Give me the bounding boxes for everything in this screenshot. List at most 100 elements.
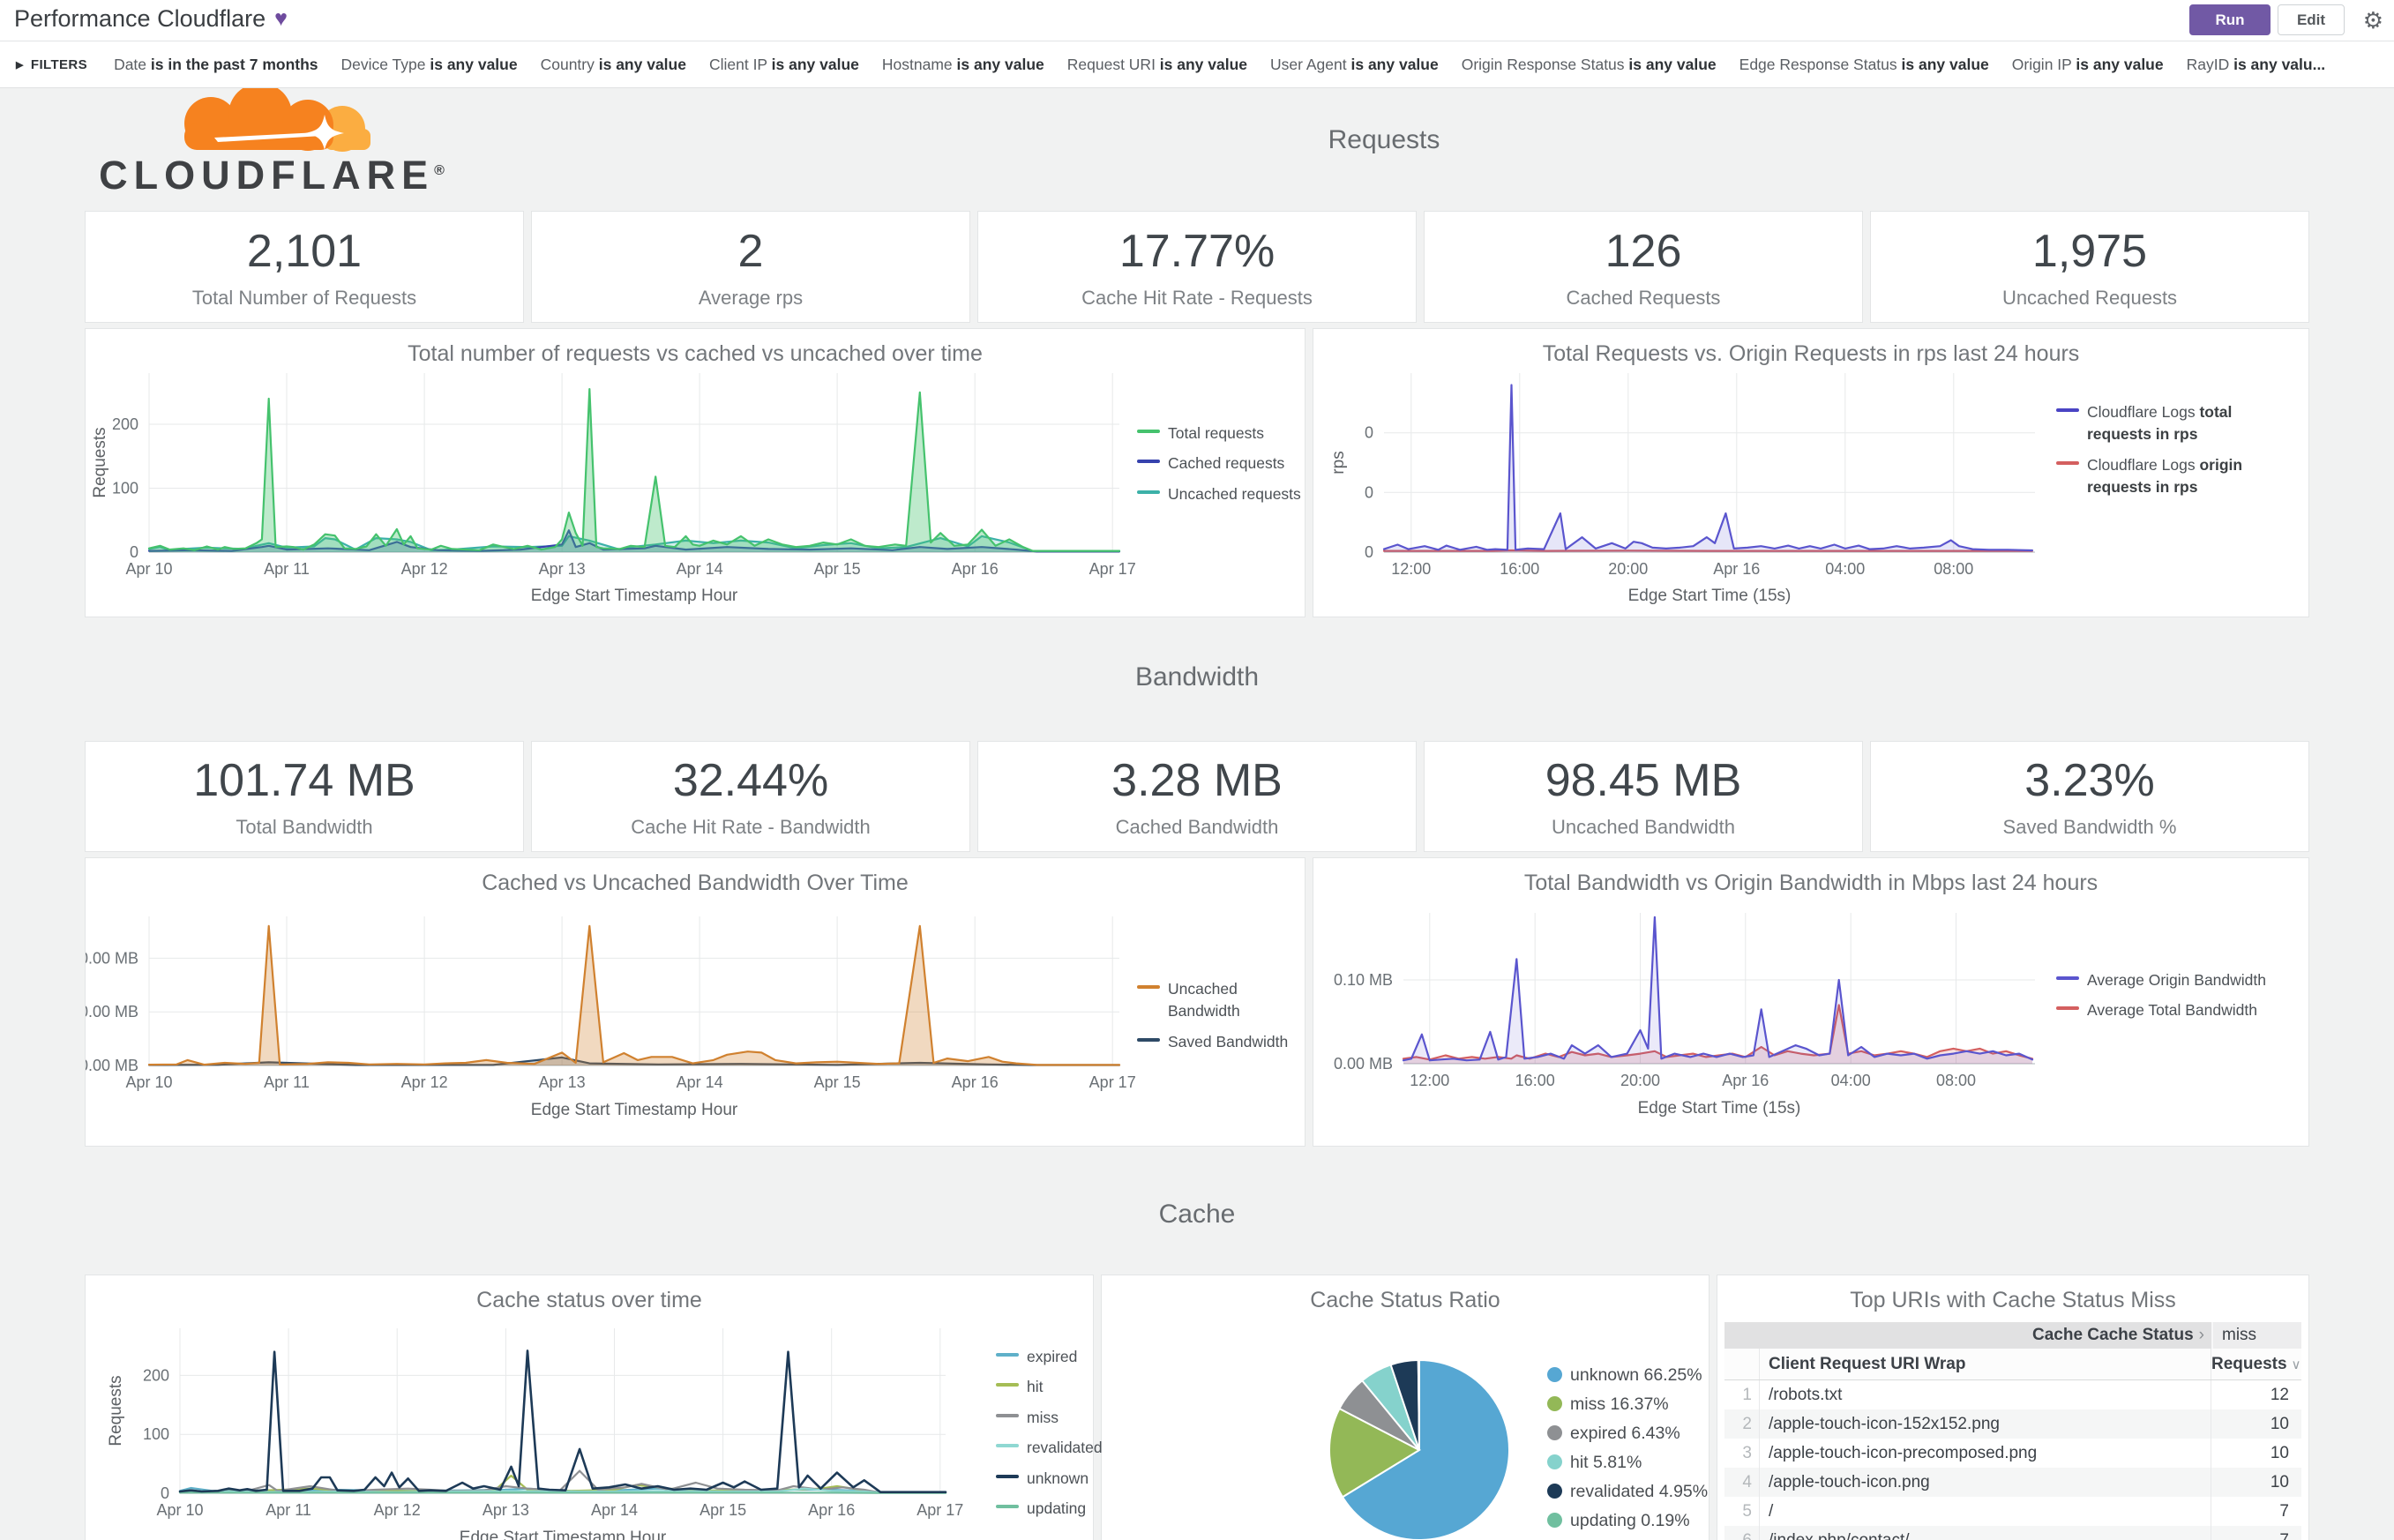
legend-label: Cached requests	[1168, 454, 1285, 473]
kpi-value: 101.74 MB	[193, 755, 415, 806]
series-line-average-total-bandwidth[interactable]	[1402, 1004, 2034, 1061]
pivot-value-miss[interactable]: miss	[2211, 1322, 2301, 1349]
table-row[interactable]: 6/index.php/contact/7	[1724, 1526, 2301, 1540]
gear-icon[interactable]: ⚙	[2362, 7, 2383, 34]
legend-item[interactable]: hit 5.81%	[1547, 1453, 1708, 1473]
filter-item-edge-response-status[interactable]: Edge Response Status is any value	[1739, 55, 1989, 73]
legend-item[interactable]: miss 16.37%	[1547, 1394, 1708, 1415]
filter-item-hostname[interactable]: Hostname is any value	[881, 55, 1044, 73]
legend-dot-icon	[1547, 1454, 1562, 1469]
svg-text:16:00: 16:00	[1515, 1072, 1555, 1089]
legend-swatch-icon	[2056, 1006, 2079, 1011]
series-line-saved-bandwidth[interactable]	[147, 1056, 1121, 1066]
row-uri[interactable]: /apple-touch-icon-152x152.png	[1760, 1409, 2211, 1439]
row-uri[interactable]: /apple-touch-icon.png	[1760, 1468, 2211, 1497]
svg-text:Apr 12: Apr 12	[374, 1501, 421, 1519]
legend-item[interactable]: Uncached Bandwidth	[1137, 978, 1305, 1023]
column-header-uri[interactable]: Client Request URI Wrap	[1760, 1349, 2211, 1379]
legend-item[interactable]: Saved Bandwidth	[1137, 1031, 1305, 1053]
legend-item[interactable]: updating	[996, 1498, 1103, 1520]
filter-item-date[interactable]: Date is in the past 7 months	[114, 55, 318, 73]
filters-toggle[interactable]: ▶ FILTERS	[16, 57, 87, 72]
filter-item-user-agent[interactable]: User Agent is any value	[1270, 55, 1439, 73]
filter-item-request-uri[interactable]: Request URI is any value	[1066, 55, 1248, 73]
filter-item-origin-ip[interactable]: Origin IP is any value	[2011, 55, 2164, 73]
chart-canvas-c3: 0.00 MB 10.00 MB 20.00 MB Apr 10 Apr 11 Apr 1…	[86, 916, 1136, 1119]
kpi-value: 3.23%	[2024, 755, 2155, 806]
svg-text:Edge Start Timestamp Hour: Edge Start Timestamp Hour	[460, 1529, 667, 1540]
legend-item[interactable]: revalidated	[996, 1437, 1103, 1459]
column-header-requests[interactable]: Requests ∨	[2211, 1355, 2301, 1373]
chart-title: Total Requests vs. Origin Requests in rp…	[1542, 341, 2080, 366]
legend-item[interactable]: miss	[996, 1407, 1103, 1429]
legend-item[interactable]: expired	[996, 1346, 1103, 1368]
kpi-tile: 2 Average rps	[531, 211, 970, 323]
filter-item-origin-response-status[interactable]: Origin Response Status is any value	[1461, 55, 1717, 73]
chart-legend: Cloudflare Logs total requests in rps Clo…	[2056, 401, 2263, 507]
filter-item-device-type[interactable]: Device Type is any value	[340, 55, 518, 73]
svg-text:08:00: 08:00	[1936, 1072, 1976, 1089]
table-row[interactable]: 2/apple-touch-icon-152x152.png 10	[1724, 1409, 2301, 1439]
legend-swatch-icon	[996, 1353, 1019, 1357]
svg-text:Apr 15: Apr 15	[814, 1073, 861, 1091]
pivot-field-label[interactable]: Cache Cache Status ›	[2031, 1326, 2204, 1344]
row-uri[interactable]: /robots.txt	[1760, 1380, 2211, 1409]
table-row[interactable]: 4/apple-touch-icon.png 10	[1724, 1468, 2301, 1497]
legend-label: hit 5.81%	[1570, 1453, 1642, 1472]
pie-slice-unknown[interactable]	[1341, 1358, 1510, 1540]
svg-text:Apr 10: Apr 10	[125, 560, 172, 578]
row-number: 5	[1724, 1497, 1760, 1526]
svg-text:0: 0	[1365, 424, 1373, 442]
row-uri[interactable]: /apple-touch-icon-precomposed.png	[1760, 1439, 2211, 1468]
legend-item[interactable]: unknown	[996, 1468, 1103, 1490]
table-row[interactable]: 5/ 7	[1724, 1497, 2301, 1526]
svg-text:Apr 17: Apr 17	[1089, 560, 1136, 578]
legend-item[interactable]: unknown 66.25%	[1547, 1365, 1708, 1386]
series-line-origin-requests-in-rps[interactable]	[1382, 549, 2034, 552]
table-row[interactable]: 3/apple-touch-icon-precomposed.png 10	[1724, 1439, 2301, 1468]
filter-item-country[interactable]: Country is any value	[540, 55, 686, 73]
legend-label: hit	[1027, 1378, 1044, 1396]
run-button[interactable]: Run	[2189, 4, 2271, 35]
series-line-total-requests[interactable]	[147, 387, 1121, 552]
cloudflare-logo: CLOUDFLARE®	[85, 83, 459, 210]
row-uri[interactable]: /index.php/contact/	[1760, 1526, 2211, 1540]
series-line-average-origin-bandwidth[interactable]	[1402, 916, 2034, 1062]
row-uri[interactable]: /	[1760, 1497, 2211, 1526]
svg-text:08:00: 08:00	[1934, 560, 1973, 578]
legend-item[interactable]: Total requests	[1137, 422, 1301, 445]
legend-item[interactable]: Uncached requests	[1137, 483, 1301, 505]
legend-item[interactable]: Cloudflare Logs total requests in rps	[2056, 401, 2263, 446]
legend-swatch-icon	[1137, 430, 1160, 433]
legend-label: miss 16.37%	[1570, 1394, 1669, 1414]
series-line-total-requests-in-rps[interactable]	[1382, 384, 2034, 552]
kpi-value: 2	[737, 225, 764, 277]
table-row[interactable]: 1/robots.txt 12	[1724, 1380, 2301, 1409]
filters-label-text: FILTERS	[30, 56, 88, 72]
svg-text:Apr 16: Apr 16	[952, 560, 999, 578]
svg-text:100: 100	[143, 1425, 169, 1443]
legend-item[interactable]: updating 0.19%	[1547, 1511, 1708, 1531]
bandwidth-kpi-row: 101.74 MB Total Bandwidth 32.44% Cache Hit …	[85, 741, 2309, 852]
filter-item-rayid[interactable]: RayID is any valu...	[2186, 55, 2326, 73]
pie-slice-miss[interactable]	[1328, 1407, 1422, 1499]
legend-item[interactable]: Average Total Bandwidth	[2056, 999, 2266, 1021]
svg-text:Edge Start Time (15s): Edge Start Time (15s)	[1638, 1099, 1801, 1118]
edit-button[interactable]: Edit	[2278, 4, 2345, 35]
pie-slice-updating[interactable]	[1417, 1358, 1420, 1451]
chart-panel-cache-status-ratio: Cache Status Ratio unknown 66.25% miss 16…	[1101, 1275, 1709, 1540]
table-pivot-row: Cache Cache Status › miss	[1724, 1322, 2301, 1349]
kpi-value: 1,975	[2031, 225, 2148, 277]
series-line-unknown[interactable]	[178, 1349, 947, 1493]
legend-item[interactable]: Cloudflare Logs origin requests in rps	[2056, 454, 2263, 499]
series-line-miss[interactable]	[178, 1469, 947, 1494]
filter-item-client-ip[interactable]: Client IP is any value	[708, 55, 859, 73]
legend-item[interactable]: revalidated 4.95%	[1547, 1482, 1708, 1502]
legend-item[interactable]: hit	[996, 1376, 1103, 1398]
legend-item[interactable]: Average Origin Bandwidth	[2056, 969, 2266, 991]
kpi-label: Cache Hit Rate - Requests	[1081, 286, 1313, 309]
kpi-tile: 3.23% Saved Bandwidth %	[1870, 741, 2309, 852]
legend-item[interactable]: expired 6.43%	[1547, 1424, 1708, 1444]
legend-item[interactable]: Cached requests	[1137, 452, 1301, 475]
series-line-uncached-bandwidth[interactable]	[147, 924, 1121, 1066]
